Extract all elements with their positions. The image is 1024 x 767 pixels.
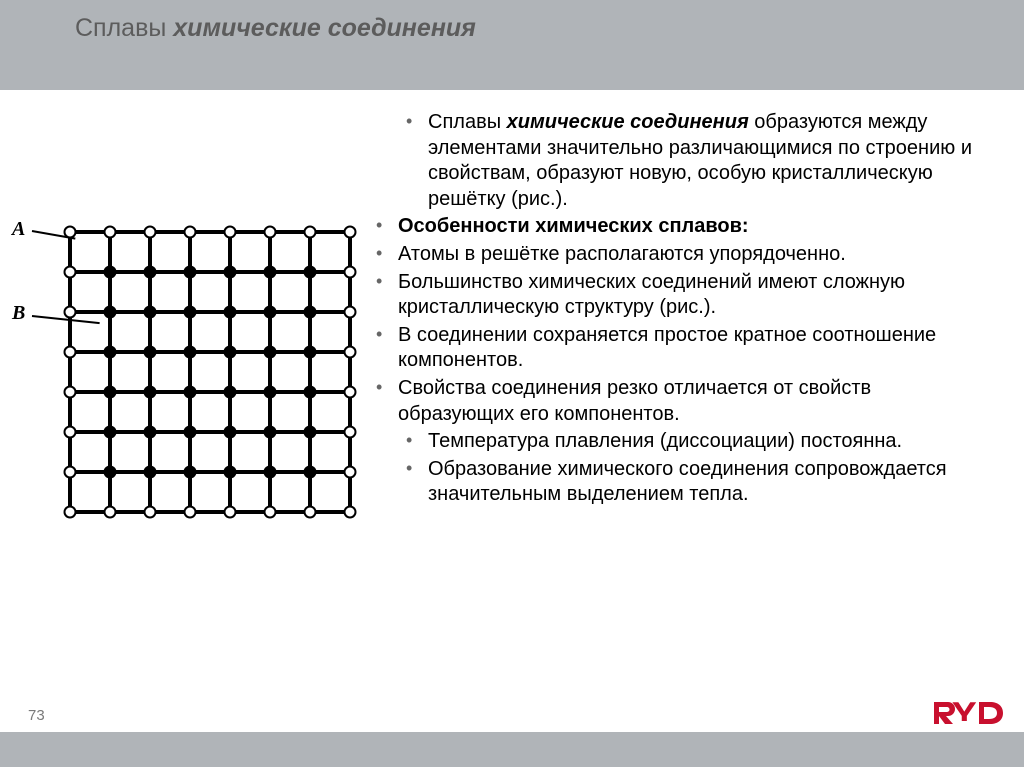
atom-solid	[184, 346, 197, 359]
atom-open	[64, 466, 77, 479]
atom-solid	[184, 426, 197, 439]
atom-solid	[304, 306, 317, 319]
atom-solid	[104, 386, 117, 399]
content-box: А В Сплавы химические соединения образую…	[0, 90, 1024, 732]
slide-title: Сплавы химические соединения	[75, 14, 476, 43]
atom-open	[64, 346, 77, 359]
atom-solid	[184, 266, 197, 279]
atom-solid	[224, 426, 237, 439]
atom-solid	[144, 426, 157, 439]
atom-solid	[304, 266, 317, 279]
atom-solid	[224, 466, 237, 479]
atom-solid	[144, 386, 157, 399]
atom-solid	[264, 466, 277, 479]
atom-solid	[264, 346, 277, 359]
atom-open	[64, 426, 77, 439]
atom-solid	[104, 466, 117, 479]
atom-open	[144, 226, 157, 239]
atom-open	[264, 506, 277, 519]
atom-solid	[144, 466, 157, 479]
atom-label-a: А	[12, 218, 25, 241]
atom-solid	[144, 266, 157, 279]
bullet-item: Атомы в решётке располагаются упорядочен…	[370, 242, 980, 268]
atom-solid	[184, 306, 197, 319]
atom-open	[344, 346, 357, 359]
atom-solid	[224, 346, 237, 359]
bullet-item: Образование химического соединения сопро…	[370, 457, 980, 508]
atom-open	[224, 226, 237, 239]
bullet-item: Свойства соединения резко отличается от …	[370, 376, 980, 427]
atom-solid	[304, 426, 317, 439]
atom-solid	[144, 346, 157, 359]
atom-open	[64, 226, 77, 239]
atom-open	[344, 266, 357, 279]
title-prefix: Сплавы	[75, 14, 173, 42]
atom-solid	[264, 266, 277, 279]
bullet-item: Сплавы химические соединения образуются …	[370, 110, 980, 212]
atom-solid	[144, 306, 157, 319]
atom-open	[64, 386, 77, 399]
atom-open	[224, 506, 237, 519]
bullet-item: Особенности химических сплавов:	[370, 214, 980, 240]
atom-solid	[184, 386, 197, 399]
lattice-diagram: А В	[10, 210, 355, 550]
atom-label-b: В	[12, 302, 25, 325]
atom-open	[64, 266, 77, 279]
atom-open	[344, 426, 357, 439]
atom-solid	[224, 266, 237, 279]
slide: Сплавы химические соединения А В Сплавы …	[0, 0, 1024, 767]
rzd-logo	[932, 698, 1006, 726]
atom-solid	[184, 466, 197, 479]
atom-solid	[264, 426, 277, 439]
bullet-item: В соединении сохраняется простое кратное…	[370, 323, 980, 374]
atom-solid	[104, 426, 117, 439]
atom-solid	[304, 386, 317, 399]
atom-solid	[224, 386, 237, 399]
atom-solid	[104, 266, 117, 279]
atom-open	[144, 506, 157, 519]
atom-solid	[264, 306, 277, 319]
atom-open	[64, 306, 77, 319]
atom-solid	[104, 346, 117, 359]
title-italic: химические соединения	[173, 14, 476, 42]
lattice-grid	[68, 230, 352, 514]
bullet-item: Температура плавления (диссоциации) пост…	[370, 429, 980, 455]
bullet-list: Сплавы химические соединения образуются …	[370, 110, 980, 510]
atom-open	[64, 506, 77, 519]
atom-open	[344, 506, 357, 519]
atom-open	[184, 506, 197, 519]
atom-open	[104, 506, 117, 519]
atom-open	[344, 386, 357, 399]
atom-open	[184, 226, 197, 239]
bullet-item: Большинство химических соединений имеют …	[370, 270, 980, 321]
atom-solid	[264, 386, 277, 399]
atom-solid	[224, 306, 237, 319]
atom-solid	[304, 346, 317, 359]
atom-open	[104, 226, 117, 239]
page-number: 73	[28, 707, 45, 724]
atom-open	[264, 226, 277, 239]
atom-open	[304, 226, 317, 239]
atom-open	[304, 506, 317, 519]
atom-solid	[304, 466, 317, 479]
atom-open	[344, 226, 357, 239]
atom-solid	[104, 306, 117, 319]
atom-open	[344, 306, 357, 319]
atom-open	[344, 466, 357, 479]
